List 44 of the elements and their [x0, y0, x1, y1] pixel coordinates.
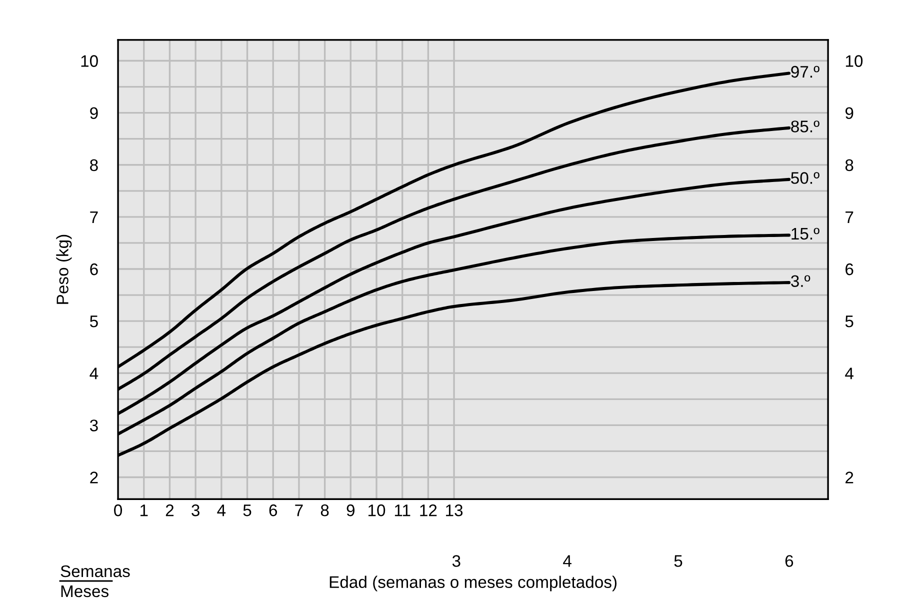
y-tick-label: 6	[90, 263, 98, 276]
y-tick-label: 3	[90, 420, 98, 432]
y-tick-label: 5	[90, 316, 98, 328]
y2-tick-label: 6	[846, 263, 854, 276]
x-tick-label: 9	[346, 504, 354, 516]
x2-tick-label: 3	[452, 555, 460, 567]
x-tick-label: 8	[320, 504, 329, 516]
x-tick-label: 11	[394, 504, 410, 516]
series-label: 50.º	[791, 172, 820, 184]
x2-tick-label: 4	[563, 555, 572, 567]
text: Meses	[61, 586, 108, 598]
x-tick-label: 1	[140, 504, 148, 516]
x-tick-label: 3	[192, 504, 200, 516]
y-tick-label: 2	[90, 472, 98, 484]
x2-axis-title: Edad (semanas o meses completados)	[330, 576, 617, 592]
x2-tick-label: 6	[785, 555, 794, 567]
series-label: 3.º	[791, 275, 810, 288]
x-tick-label: 4	[217, 504, 226, 516]
y-tick-label: 7	[90, 212, 98, 223]
x-tick-label: 10	[368, 504, 386, 516]
y-tick-label: 8	[90, 159, 98, 172]
x-tick-label: 13	[446, 504, 463, 516]
y-tick-label: 4	[90, 368, 98, 380]
x2-tick-label: 5	[674, 555, 682, 567]
x-tick-label: 5	[243, 504, 252, 516]
y2-tick-label: 2	[846, 472, 854, 484]
series-label: 97.º	[791, 66, 820, 78]
y-tick-label: 9	[90, 107, 98, 120]
x-tick-label: 12	[420, 504, 437, 516]
x-tick-label: 6	[269, 504, 278, 516]
y2-tick-label: 7	[846, 212, 854, 223]
x-tick-label: 7	[295, 504, 303, 516]
series-label: 85.º	[791, 120, 820, 132]
y2-tick-label: 5	[845, 316, 854, 328]
x-tick-label: 2	[166, 504, 174, 516]
y2-tick-label: 8	[845, 159, 854, 172]
y2-tick-label: 9	[845, 107, 854, 120]
x-tick-label: 0	[114, 504, 122, 516]
y-tick-label: 10	[81, 55, 98, 67]
series-label: 15.º	[792, 228, 820, 240]
y2-tick-label: 4	[845, 368, 854, 380]
text: Semanas	[60, 565, 130, 578]
y2-tick-label: 10	[846, 55, 863, 67]
y-axis-title: Peso (kg)	[56, 234, 72, 304]
